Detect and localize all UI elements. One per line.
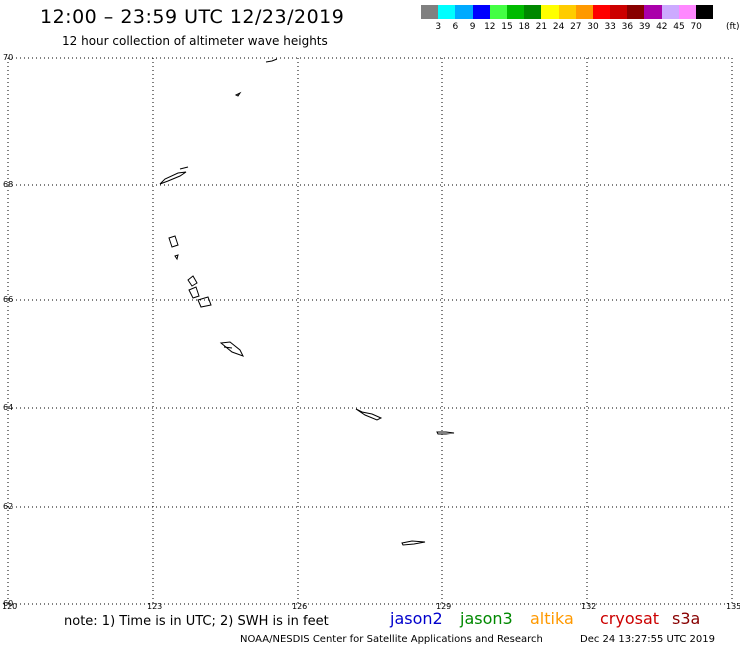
island-contour [234, 91, 242, 97]
color-scale-unit: (ft) [726, 22, 740, 32]
island-contour [159, 171, 187, 185]
longitude-label: 120 [2, 602, 18, 611]
satellite-cryosat: cryosat [600, 609, 660, 628]
map-title: 12:00 – 23:59 UTC 12/23/2019 [40, 6, 345, 28]
scale-label: 15 [501, 22, 513, 32]
longitude-label: 135 [726, 602, 740, 611]
scale-label: 18 [518, 22, 530, 32]
scale-swatch-12 [627, 5, 645, 19]
wave-height-color-scale [421, 5, 714, 19]
scale-label: 24 [552, 22, 565, 32]
scale-swatch-9 [575, 5, 593, 19]
island-contour [436, 431, 455, 435]
island-contour [197, 296, 212, 308]
scale-label: 33 [604, 22, 616, 32]
scale-label: 42 [656, 22, 668, 32]
latitude-label: 62 [3, 502, 14, 511]
island-contour [188, 286, 200, 299]
scale-swatch-8 [558, 5, 576, 19]
scale-label: 9 [469, 22, 476, 32]
generation-timestamp: Dec 24 13:27:55 UTC 2019 [580, 634, 715, 645]
scale-swatch-13 [644, 5, 662, 19]
scale-label: 3 [435, 22, 442, 32]
scale-swatch-16 [696, 5, 714, 19]
scale-swatch-11 [610, 5, 628, 19]
lat-lon-grid [7, 57, 733, 605]
scale-label: 36 [621, 22, 634, 32]
scale-label: 6 [452, 22, 459, 32]
island-contour [174, 254, 179, 261]
latitude-label: 60 [3, 599, 14, 608]
island-contour [179, 166, 189, 170]
scale-swatch-3 [472, 5, 490, 19]
scale-swatch-15 [678, 5, 696, 19]
coastline-contours [159, 58, 455, 546]
scale-swatch-14 [661, 5, 679, 19]
scale-swatch-2 [455, 5, 473, 19]
island-contour [168, 235, 179, 248]
scale-swatch-1 [438, 5, 456, 19]
longitude-label: 126 [292, 602, 308, 611]
map-subtitle: 12 hour collection of altimeter wave hei… [62, 34, 328, 48]
satellite-s3a: s3a [672, 609, 701, 628]
scale-swatch-10 [592, 5, 611, 19]
scale-swatch-0 [421, 5, 439, 19]
satellite-jason3: jason3 [460, 609, 513, 628]
credit-line: NOAA/NESDIS Center for Satellite Applica… [240, 634, 543, 645]
latitude-label: 66 [3, 295, 14, 304]
longitude-label: 123 [147, 602, 163, 611]
latitude-label: 64 [3, 403, 14, 412]
latitude-label: 68 [3, 180, 14, 189]
island-contour [355, 408, 383, 421]
latitude-label: 70 [3, 53, 14, 62]
scale-label: 27 [570, 22, 582, 32]
scale-swatch-5 [506, 5, 525, 19]
scale-label: 30 [587, 22, 599, 32]
island-contour [219, 341, 245, 357]
scale-label: 12 [484, 22, 496, 32]
scale-label: 39 [638, 22, 651, 32]
scale-label: 45 [673, 22, 685, 32]
satellite-altika: altika [530, 609, 574, 628]
scale-swatch-7 [541, 5, 559, 19]
footnote: note: 1) Time is in UTC; 2) SWH is in fe… [64, 614, 329, 629]
longitude-label: 132 [581, 602, 597, 611]
island-contour [187, 275, 198, 287]
longitude-label: 129 [436, 602, 452, 611]
scale-label: 21 [535, 22, 548, 32]
satellite-jason2: jason2 [390, 609, 443, 628]
scale-swatch-4 [489, 5, 507, 19]
island-contour [265, 58, 278, 63]
scale-label: 70 [690, 22, 702, 32]
island-contour [223, 346, 233, 349]
scale-swatch-6 [524, 5, 542, 19]
island-contour [401, 540, 426, 546]
color-scale-labels: 3 6 9 12 15 18 21 24 27 30 33 36 39 42 45 70 [421, 22, 740, 34]
